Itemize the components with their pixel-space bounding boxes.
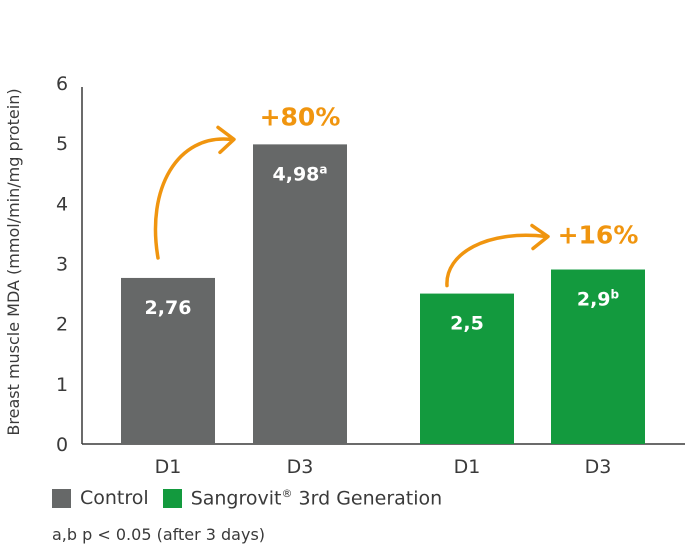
y-axis-label: Breast muscle MDA (mmol/min/mg protein) — [4, 88, 23, 435]
x-tick-label: D1 — [454, 456, 481, 478]
y-tick-label: 5 — [56, 133, 68, 155]
y-tick-label: 1 — [56, 374, 68, 396]
y-tick-label: 2 — [56, 314, 68, 336]
legend-label-sangrovit: Sangrovit® 3rd Generation — [190, 487, 443, 510]
legend-item-control: Control — [52, 487, 149, 509]
arrowhead-icon — [216, 125, 236, 155]
legend-swatch-control — [52, 488, 71, 508]
bar-value-label: 2,5 — [450, 313, 484, 335]
x-tick-label: D3 — [585, 456, 612, 478]
change-label-control: +80% — [260, 102, 341, 131]
legend: Control Sangrovit® 3rd Generation — [52, 487, 456, 509]
bar-chart: Breast muscle MDA (mmol/min/mg protein) … — [4, 73, 685, 478]
bar-0-1 — [253, 144, 347, 444]
x-tick-label: D1 — [155, 456, 182, 478]
bar-value-label: 2,76 — [145, 297, 192, 319]
legend-swatch-sangrovit — [162, 488, 182, 508]
y-tick-label: 0 — [56, 434, 68, 456]
arrowhead-icon — [530, 223, 550, 251]
bar-value-label: 2,9b — [577, 288, 620, 311]
x-tick-label: D3 — [287, 456, 314, 478]
bar-value-superscript: b — [611, 288, 620, 302]
bar-value-superscript: a — [319, 162, 327, 176]
y-tick-label: 4 — [56, 193, 68, 215]
y-tick-label: 3 — [56, 254, 68, 276]
bar-value-label: 4,98a — [273, 162, 328, 185]
bar-1-1 — [551, 269, 645, 444]
increase-arrow-control — [153, 137, 232, 260]
legend-item-sangrovit: Sangrovit® 3rd Generation — [162, 487, 443, 510]
increase-arrow-sangrovit — [445, 233, 548, 288]
legend-label-control: Control — [80, 487, 149, 510]
change-label-sangrovit: +16% — [558, 221, 639, 250]
bar-1-0 — [420, 293, 514, 444]
footnote: a,b p < 0.05 (after 3 days) — [52, 525, 266, 544]
y-tick-label: 6 — [56, 73, 68, 95]
bar-0-0 — [121, 277, 215, 444]
